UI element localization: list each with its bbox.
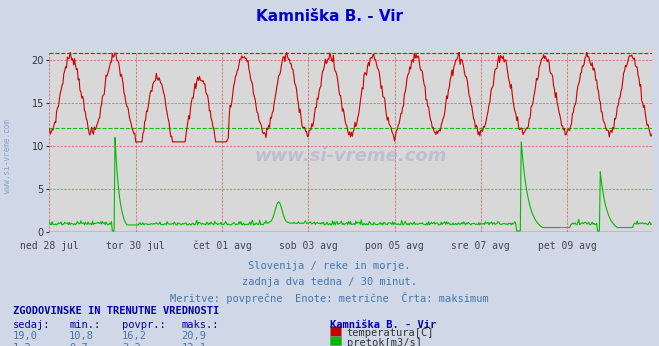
Text: povpr.:: povpr.:: [122, 320, 165, 330]
Text: temperatura[C]: temperatura[C]: [347, 328, 434, 338]
Text: 20,9: 20,9: [181, 331, 206, 342]
Text: 2,2: 2,2: [122, 343, 140, 346]
Text: Meritve: povprečne  Enote: metrične  Črta: maksimum: Meritve: povprečne Enote: metrične Črta:…: [170, 292, 489, 304]
Text: 1,2: 1,2: [13, 343, 32, 346]
Text: zadnja dva tedna / 30 minut.: zadnja dva tedna / 30 minut.: [242, 277, 417, 287]
Text: Kamniška B. - Vir: Kamniška B. - Vir: [256, 9, 403, 24]
Text: maks.:: maks.:: [181, 320, 219, 330]
Text: 12,1: 12,1: [181, 343, 206, 346]
Text: ned 28 jul: ned 28 jul: [20, 241, 79, 251]
Text: sedaj:: sedaj:: [13, 320, 51, 330]
Text: Slovenija / reke in morje.: Slovenija / reke in morje.: [248, 261, 411, 271]
Text: pet 09 avg: pet 09 avg: [538, 241, 596, 251]
Text: sre 07 avg: sre 07 avg: [451, 241, 510, 251]
Text: čet 01 avg: čet 01 avg: [192, 241, 251, 251]
Text: sob 03 avg: sob 03 avg: [279, 241, 337, 251]
Text: min.:: min.:: [69, 320, 100, 330]
Text: www.si-vreme.com: www.si-vreme.com: [3, 119, 13, 193]
Text: pon 05 avg: pon 05 avg: [365, 241, 424, 251]
Text: tor 30 jul: tor 30 jul: [106, 241, 165, 251]
Text: 10,8: 10,8: [69, 331, 94, 342]
Text: ZGODOVINSKE IN TRENUTNE VREDNOSTI: ZGODOVINSKE IN TRENUTNE VREDNOSTI: [13, 306, 219, 316]
Text: 19,0: 19,0: [13, 331, 38, 342]
Text: www.si-vreme.com: www.si-vreme.com: [254, 147, 447, 165]
Text: Kamniška B. - Vir: Kamniška B. - Vir: [330, 320, 436, 330]
Text: pretok[m3/s]: pretok[m3/s]: [347, 338, 422, 346]
Text: 0,7: 0,7: [69, 343, 88, 346]
Text: 16,2: 16,2: [122, 331, 147, 342]
